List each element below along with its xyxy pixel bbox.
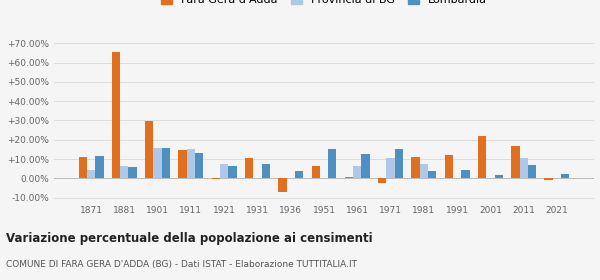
Bar	[87, 170, 95, 178]
Bar	[419, 164, 428, 178]
Bar	[262, 164, 270, 178]
Bar	[278, 178, 287, 192]
Bar	[128, 167, 137, 178]
Bar	[478, 136, 486, 178]
Bar	[353, 166, 361, 178]
Bar	[361, 154, 370, 178]
Bar	[120, 166, 128, 178]
Bar	[561, 174, 569, 178]
Bar	[386, 158, 395, 178]
Bar	[311, 166, 320, 178]
Bar	[378, 178, 386, 183]
Legend: Fara Gera d'Adda, Provincia di BG, Lombardia: Fara Gera d'Adda, Provincia di BG, Lomba…	[159, 0, 489, 7]
Bar	[212, 178, 220, 179]
Bar	[154, 148, 162, 178]
Bar	[494, 174, 503, 178]
Text: Variazione percentuale della popolazione ai censimenti: Variazione percentuale della popolazione…	[6, 232, 373, 245]
Bar	[520, 158, 528, 178]
Bar	[95, 156, 104, 178]
Bar	[295, 171, 303, 178]
Bar	[187, 150, 195, 178]
Bar	[162, 148, 170, 178]
Text: COMUNE DI FARA GERA D'ADDA (BG) - Dati ISTAT - Elaborazione TUTTITALIA.IT: COMUNE DI FARA GERA D'ADDA (BG) - Dati I…	[6, 260, 357, 269]
Bar	[245, 158, 253, 178]
Bar	[195, 153, 203, 178]
Bar	[461, 170, 470, 178]
Bar	[511, 146, 520, 178]
Bar	[412, 157, 419, 178]
Bar	[112, 52, 120, 178]
Bar	[528, 165, 536, 178]
Bar	[328, 150, 337, 178]
Bar	[79, 157, 87, 178]
Bar	[428, 171, 436, 178]
Bar	[178, 150, 187, 178]
Bar	[544, 178, 553, 180]
Bar	[445, 155, 453, 178]
Bar	[229, 166, 236, 178]
Bar	[220, 164, 229, 178]
Bar	[395, 150, 403, 178]
Bar	[145, 122, 154, 178]
